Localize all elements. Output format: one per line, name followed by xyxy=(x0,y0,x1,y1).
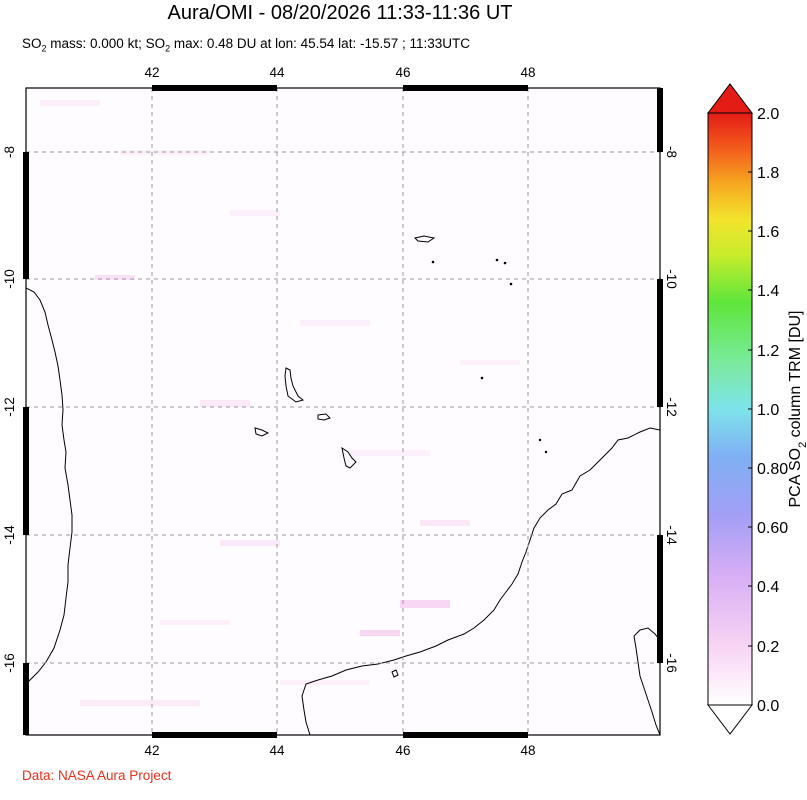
colorbar-bottom-arrow xyxy=(706,704,754,735)
lon-ticks-top: 42 44 46 48 xyxy=(144,65,535,80)
lon-tick-48-bottom: 48 xyxy=(520,743,535,758)
colorbar-label-0.2: 0.2 xyxy=(757,639,779,656)
colorbar-label-0.0: 0.0 xyxy=(757,698,779,715)
madagascar-coast xyxy=(301,427,660,735)
colorbar-label-0.80: 0.80 xyxy=(757,461,788,478)
mayotte xyxy=(341,446,357,469)
moheli xyxy=(254,427,270,437)
lat-tick-m10: -10 xyxy=(2,269,17,289)
colorbar-gradient xyxy=(707,112,753,706)
lat-ticks-right: -8 -10 -12 -14 -16 xyxy=(664,146,679,673)
colorbar-label-1.0: 1.0 xyxy=(757,402,779,419)
colorbar-ticks xyxy=(748,171,752,647)
lon-tick-42-bottom: 42 xyxy=(144,743,159,758)
grande-comore xyxy=(284,367,305,403)
gridlines xyxy=(26,88,660,735)
lon-tick-46: 46 xyxy=(395,65,410,80)
colorbar-label-1.2: 1.2 xyxy=(757,343,779,360)
map-title: Aura/OMI - 08/20/2026 11:33-11:36 UT xyxy=(167,2,513,24)
data-credit: Data: NASA Aura Project xyxy=(22,768,172,783)
map-area xyxy=(23,85,663,738)
lat-ticks-left: -8 -10 -12 -14 -16 xyxy=(2,146,17,673)
map-background xyxy=(26,88,660,735)
lon-ticks-bottom: 42 44 46 48 xyxy=(144,743,535,758)
lat-tick-m16-right: -16 xyxy=(664,653,679,673)
colorbar-label-0.60: 0.60 xyxy=(757,520,788,537)
colorbar-top-arrow xyxy=(706,83,754,114)
lat-tick-m12-right: -12 xyxy=(664,397,679,417)
nosy-be xyxy=(391,669,399,678)
anjouan xyxy=(317,413,331,421)
coastlines xyxy=(26,235,660,735)
lat-tick-m8-right: -8 xyxy=(664,146,679,158)
colorbar-label-2.0: 2.0 xyxy=(757,106,779,123)
colorbar: 2.0 1.8 1.6 1.4 1.2 1.0 0.80 0.60 0.4 0.… xyxy=(706,83,807,735)
lon-tick-48: 48 xyxy=(520,65,535,80)
lat-tick-m14: -14 xyxy=(2,525,17,545)
map-subtitle: SO2 mass: 0.000 kt; SO2 max: 0.48 DU at … xyxy=(22,36,471,54)
lat-tick-m14-right: -14 xyxy=(664,525,679,545)
lat-tick-m16: -16 xyxy=(2,653,17,673)
frame-scale-bars xyxy=(23,85,663,738)
lat-tick-m10-right: -10 xyxy=(664,269,679,289)
lon-tick-42: 42 xyxy=(144,65,159,80)
colorbar-label-1.4: 1.4 xyxy=(757,283,779,300)
colorbar-label-1.8: 1.8 xyxy=(757,165,779,182)
glorieuses xyxy=(414,235,436,243)
lon-tick-46-bottom: 46 xyxy=(395,743,410,758)
madagascar-east xyxy=(633,627,660,735)
africa-coast xyxy=(26,287,73,685)
colorbar-label-0.4: 0.4 xyxy=(757,579,779,596)
lat-tick-m8: -8 xyxy=(2,146,17,158)
lat-tick-m12: -12 xyxy=(2,397,17,417)
colorbar-title: PCA SO2 column TRM [DU] xyxy=(787,311,807,508)
colorbar-label-1.6: 1.6 xyxy=(757,224,779,241)
lon-tick-44: 44 xyxy=(269,65,285,80)
lon-tick-44-bottom: 44 xyxy=(269,743,285,758)
small-islands xyxy=(431,258,548,454)
